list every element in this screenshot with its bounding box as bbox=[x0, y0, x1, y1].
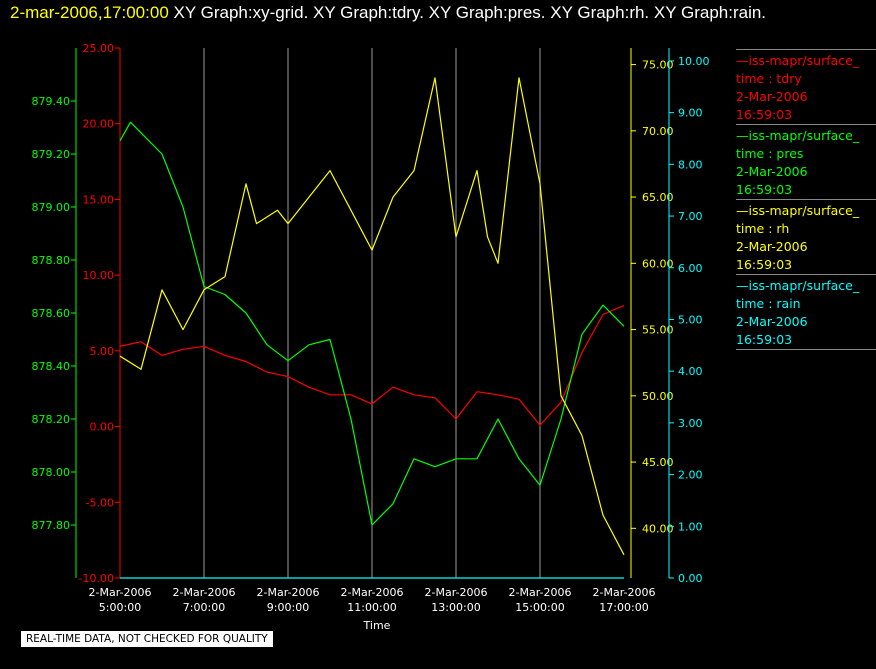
y-tick-label: 2.00 bbox=[678, 469, 703, 482]
y-tick-label: 0.00 bbox=[678, 572, 703, 585]
x-tick-time: 13:00:00 bbox=[431, 601, 480, 614]
y-tick-label: 5.00 bbox=[90, 345, 115, 358]
graph-title-rain: XY Graph:rain. bbox=[653, 3, 767, 22]
y-tick-label: 10.00 bbox=[678, 55, 710, 68]
series-line-rh bbox=[119, 77, 625, 556]
y-tick-label: 9.00 bbox=[678, 107, 703, 120]
y-tick-label: 55.00 bbox=[642, 324, 674, 337]
graph-title-grid: XY Graph:xy-grid. bbox=[173, 3, 309, 22]
y-tick-label: 7.00 bbox=[678, 210, 703, 223]
y-tick-label: 65.00 bbox=[642, 191, 674, 204]
y-tick-label: 10.00 bbox=[83, 269, 115, 282]
graph-title-rh: XY Graph:rh. bbox=[550, 3, 650, 22]
rh-y-axis: 75.00 70.00 65.00 60.00 55.00 50.00 45.00 40.00 bbox=[630, 48, 674, 578]
legend-variable: time : tdry bbox=[736, 71, 802, 86]
legend-date: 2-Mar-2006 bbox=[736, 89, 808, 104]
y-tick-label: 878.00 bbox=[32, 466, 71, 479]
x-axis-label: Time bbox=[363, 619, 391, 632]
legend-date: 2-Mar-2006 bbox=[736, 314, 808, 329]
y-tick-label: 879.00 bbox=[32, 201, 71, 214]
y-tick-label: 75.00 bbox=[642, 59, 674, 72]
y-tick-label: 0.00 bbox=[90, 421, 115, 434]
x-tick-date: 2-Mar-2006 bbox=[509, 586, 572, 599]
grid-lines bbox=[203, 48, 541, 578]
legend-entry-pres[interactable]: —iss-mapr/surface_ time : pres 2-Mar-200… bbox=[736, 124, 876, 199]
x-tick-time: 11:00:00 bbox=[347, 601, 396, 614]
quality-disclaimer: REAL-TIME DATA, NOT CHECKED FOR QUALITY bbox=[21, 631, 273, 647]
y-tick-label: 877.80 bbox=[32, 519, 71, 532]
series-line-pres bbox=[119, 121, 625, 526]
y-tick-label: 8.00 bbox=[678, 158, 703, 171]
legend-variable: time : pres bbox=[736, 146, 804, 161]
graph-title-pres: XY Graph:pres. bbox=[428, 3, 546, 22]
legend-date: 2-Mar-2006 bbox=[736, 239, 808, 254]
y-tick-label: 60.00 bbox=[642, 257, 674, 270]
y-tick-label: 5.00 bbox=[678, 313, 703, 326]
y-tick-label: 20.00 bbox=[83, 118, 115, 131]
y-tick-label: 879.40 bbox=[32, 95, 71, 108]
legend-entry-rh[interactable]: —iss-mapr/surface_ time : rh 2-Mar-2006 … bbox=[736, 199, 876, 274]
y-tick-label: 878.20 bbox=[32, 413, 71, 426]
legend-end-rule bbox=[736, 349, 876, 352]
y-tick-label: -10.00 bbox=[79, 572, 114, 585]
legend: —iss-mapr/surface_ time : tdry 2-Mar-200… bbox=[736, 49, 876, 352]
legend-time: 16:59:03 bbox=[736, 182, 793, 197]
x-tick-time: 9:00:00 bbox=[267, 601, 309, 614]
x-tick-date: 2-Mar-2006 bbox=[593, 586, 656, 599]
legend-variable: time : rain bbox=[736, 296, 801, 311]
legend-date: 2-Mar-2006 bbox=[736, 164, 808, 179]
legend-time: 16:59:03 bbox=[736, 107, 793, 122]
y-tick-label: 40.00 bbox=[642, 522, 674, 535]
x-tick-time: 7:00:00 bbox=[183, 601, 225, 614]
legend-source: —iss-mapr/surface_ bbox=[736, 203, 860, 218]
y-tick-label: 3.00 bbox=[678, 417, 703, 430]
rain-y-axis: 10.00 9.00 8.00 7.00 6.00 5.00 4.00 3.00 2.00 1.0… bbox=[668, 48, 710, 585]
series-line-tdry bbox=[119, 304, 625, 426]
legend-entry-tdry[interactable]: —iss-mapr/surface_ time : tdry 2-Mar-200… bbox=[736, 49, 876, 124]
x-tick-date: 2-Mar-2006 bbox=[89, 586, 152, 599]
y-tick-label: 1.00 bbox=[678, 520, 703, 533]
y-tick-label: 70.00 bbox=[642, 125, 674, 138]
graph-header: 2-mar-2006,17:00:00 XY Graph:xy-grid. XY… bbox=[10, 3, 766, 23]
y-tick-label: 879.20 bbox=[32, 148, 71, 161]
legend-source: —iss-mapr/surface_ bbox=[736, 278, 860, 293]
x-tick-time: 17:00:00 bbox=[599, 601, 648, 614]
y-tick-label: 878.60 bbox=[32, 307, 71, 320]
y-tick-label: 878.40 bbox=[32, 360, 71, 373]
y-tick-label: 15.00 bbox=[83, 193, 115, 206]
legend-source: —iss-mapr/surface_ bbox=[736, 53, 860, 68]
x-tick-date: 2-Mar-2006 bbox=[425, 586, 488, 599]
x-tick-date: 2-Mar-2006 bbox=[341, 586, 404, 599]
x-tick-date: 2-Mar-2006 bbox=[173, 586, 236, 599]
legend-time: 16:59:03 bbox=[736, 332, 793, 347]
y-tick-label: 6.00 bbox=[678, 262, 703, 275]
y-tick-label: 25.00 bbox=[83, 42, 115, 55]
tdry-y-axis: 25.00 20.00 15.00 10.00 5.00 0.00 -5.00 -10.00 bbox=[79, 42, 121, 585]
x-tick-time: 15:00:00 bbox=[515, 601, 564, 614]
y-tick-label: -5.00 bbox=[86, 496, 114, 509]
legend-source: —iss-mapr/surface_ bbox=[736, 128, 860, 143]
x-axis-ticks: 2-Mar-2006 5:00:00 2-Mar-2006 7:00:00 2-Mar-… bbox=[89, 586, 656, 614]
legend-entry-rain[interactable]: —iss-mapr/surface_ time : rain 2-Mar-200… bbox=[736, 274, 876, 349]
y-tick-label: 4.00 bbox=[678, 365, 703, 378]
y-tick-label: 45.00 bbox=[642, 456, 674, 469]
pres-y-axis: 879.40 879.20 879.00 878.80 878.60 878.40 878.… bbox=[32, 48, 77, 578]
graph-title-tdry: XY Graph:tdry. bbox=[313, 3, 424, 22]
x-tick-date: 2-Mar-2006 bbox=[257, 586, 320, 599]
x-tick-time: 5:00:00 bbox=[99, 601, 141, 614]
y-tick-label: 878.80 bbox=[32, 254, 71, 267]
timestamp: 2-mar-2006,17:00:00 bbox=[10, 3, 169, 22]
legend-variable: time : rh bbox=[736, 221, 790, 236]
legend-time: 16:59:03 bbox=[736, 257, 793, 272]
y-tick-label: 50.00 bbox=[642, 390, 674, 403]
